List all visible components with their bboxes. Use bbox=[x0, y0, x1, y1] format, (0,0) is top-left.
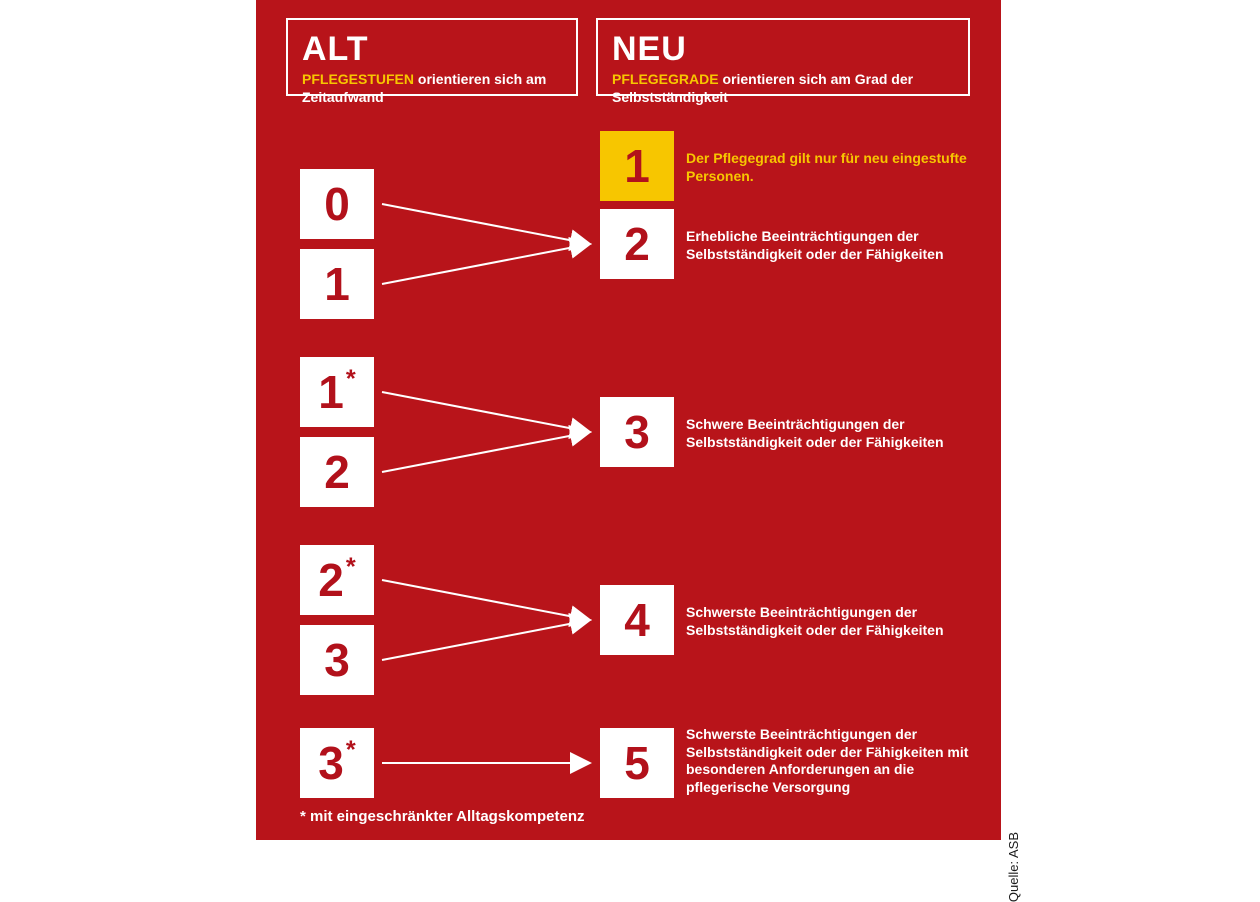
asterisk: * bbox=[346, 736, 356, 765]
alt-box-label: 3 bbox=[318, 736, 344, 790]
alt-box-label: 2 bbox=[324, 445, 350, 499]
arrow-a2-n3 bbox=[382, 432, 590, 472]
asterisk: * bbox=[346, 365, 356, 394]
alt-box-a2s: 2* bbox=[300, 545, 374, 615]
neu-box-n4: 4 bbox=[600, 585, 674, 655]
alt-box-a0: 0 bbox=[300, 169, 374, 239]
alt-box-a3s: 3* bbox=[300, 728, 374, 798]
neu-box-n3: 3 bbox=[600, 397, 674, 467]
neu-desc-n5: Schwerste Beeinträchtigungen der Selbsts… bbox=[686, 726, 978, 796]
footnote: * mit eingeschränkter Alltagskompetenz bbox=[300, 808, 585, 825]
alt-box-label: 1 bbox=[324, 257, 350, 311]
arrow-a1s-n3 bbox=[382, 392, 590, 432]
stage: ALT PFLEGESTUFEN orientieren sich am Zei… bbox=[0, 0, 1260, 840]
neu-box-label: 3 bbox=[624, 405, 650, 459]
alt-box-a2: 2 bbox=[300, 437, 374, 507]
alt-box-label: 1 bbox=[318, 365, 344, 419]
neu-box-n1: 1 bbox=[600, 131, 674, 201]
neu-box-n2: 2 bbox=[600, 209, 674, 279]
neu-box-label: 5 bbox=[624, 736, 650, 790]
neu-box-label: 2 bbox=[624, 217, 650, 271]
arrow-a0-n2 bbox=[382, 204, 590, 244]
alt-box-a3: 3 bbox=[300, 625, 374, 695]
neu-box-n5: 5 bbox=[600, 728, 674, 798]
neu-desc-n3: Schwere Beeinträchtigungen der Selbststä… bbox=[686, 416, 978, 451]
alt-box-label: 0 bbox=[324, 177, 350, 231]
neu-desc-n1: Der Pflegegrad gilt nur für neu eingestu… bbox=[686, 150, 978, 185]
source-credit: Quelle: ASB bbox=[1006, 832, 1021, 902]
arrow-a1-n2 bbox=[382, 244, 590, 284]
alt-box-a1s: 1* bbox=[300, 357, 374, 427]
neu-box-label: 4 bbox=[624, 593, 650, 647]
alt-box-label: 3 bbox=[324, 633, 350, 687]
neu-box-label: 1 bbox=[624, 139, 650, 193]
neu-desc-n2: Erhebliche Beeinträchtigungen der Selbst… bbox=[686, 228, 978, 263]
asterisk: * bbox=[346, 553, 356, 582]
arrow-a3-n4 bbox=[382, 620, 590, 660]
arrow-a2s-n4 bbox=[382, 580, 590, 620]
alt-box-label: 2 bbox=[318, 553, 344, 607]
alt-box-a1: 1 bbox=[300, 249, 374, 319]
neu-desc-n4: Schwerste Beeinträchtigungen der Selbsts… bbox=[686, 604, 978, 639]
